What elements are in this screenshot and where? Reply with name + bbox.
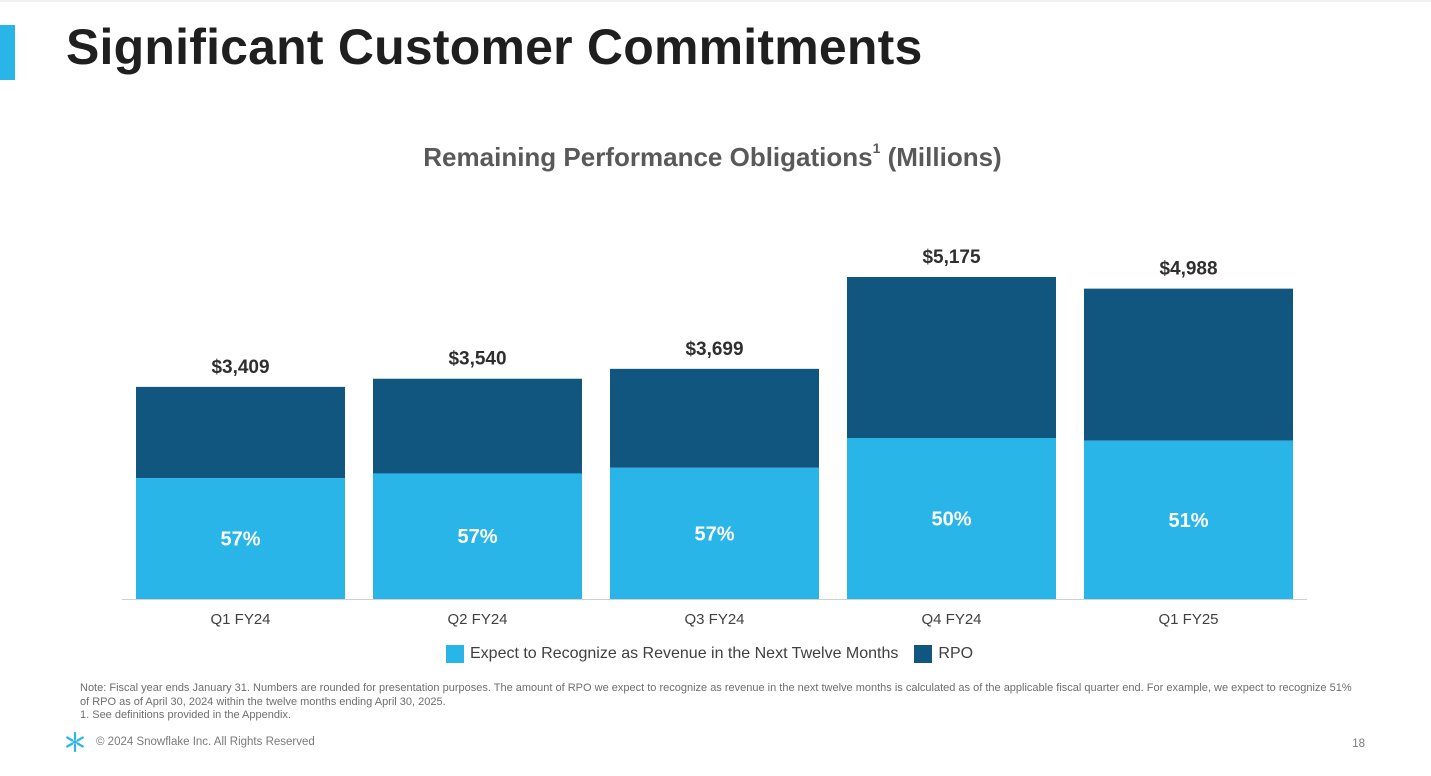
total-label-q4-fy24: $5,175 [922,247,981,268]
x-tick-label-q3-fy24: Q3 FY24 [684,611,744,628]
bar-next-twelve-months-q4-fy24 [847,438,1056,599]
total-label-q2-fy24: $3,540 [448,349,506,370]
title-accent-bar [0,25,15,80]
footnote-note: Note: Fiscal year ends January 31. Numbe… [80,682,1352,708]
top-border [0,0,1431,2]
bar-rpo-q1-fy24 [136,386,345,479]
chart-legend: Expect to Recognize as Revenue in the Ne… [446,645,989,663]
x-tick-label-q4-fy24: Q4 FY24 [921,611,981,628]
percent-label-q4-fy24: 50% [931,509,971,531]
x-tick-label-q2-fy24: Q2 FY24 [447,611,507,628]
copyright-text: © 2024 Snowflake Inc. All Rights Reserve… [96,736,315,748]
x-tick-label-q1-fy25: Q1 FY25 [1158,611,1218,628]
bar-rpo-q3-fy24 [610,368,819,468]
snowflake-icon [66,731,84,753]
percent-label-q1-fy25: 51% [1168,510,1208,532]
total-label-q3-fy24: $3,699 [685,339,743,360]
chart-title-footnote-ref: 1 [872,140,881,157]
bar-next-twelve-months-q3-fy24 [610,467,819,599]
bar-next-twelve-months-q1-fy25 [1084,440,1293,599]
total-label-q1-fy24: $3,409 [211,357,269,378]
chart-title-text: Remaining Performance Obligations [423,142,873,172]
legend-swatch-light [446,645,464,663]
slide-title: Significant Customer Commitments [66,19,923,75]
footer: © 2024 Snowflake Inc. All Rights Reserve… [64,731,315,753]
total-label-q1-fy25: $4,988 [1159,259,1217,280]
legend-label-rpo: RPO [938,645,974,662]
rpo-bar-chart: 57% $3,409 Q1 FY24 57% $3,540 Q2 FY24 57% $3,69… [122,247,1307,628]
legend-item-rpo: RPO [914,645,973,663]
chart-title-units: (Millions) [880,142,1002,172]
bar-rpo-q1-fy25 [1084,288,1293,441]
percent-label-q2-fy24: 57% [457,526,497,548]
legend-item-next-twelve-months: Expect to Recognize as Revenue in the Ne… [446,645,898,663]
bar-rpo-q4-fy24 [847,277,1056,438]
percent-label-q1-fy24: 57% [220,529,260,551]
footnote: Note: Fiscal year ends January 31. Numbe… [80,682,1360,723]
bar-rpo-q2-fy24 [373,378,582,474]
legend-label-next-twelve-months: Expect to Recognize as Revenue in the Ne… [470,645,899,662]
chart-title: Remaining Performance Obligations1 (Mill… [0,140,1425,173]
percent-label-q3-fy24: 57% [694,523,734,545]
x-tick-label-q1-fy24: Q1 FY24 [210,611,270,628]
footnote-definitions: 1. See definitions provided in the Appen… [80,709,291,721]
legend-swatch-dark [914,645,933,663]
bar-next-twelve-months-q1-fy24 [136,478,345,599]
bar-next-twelve-months-q2-fy24 [373,473,582,599]
page-number: 18 [1352,738,1365,750]
